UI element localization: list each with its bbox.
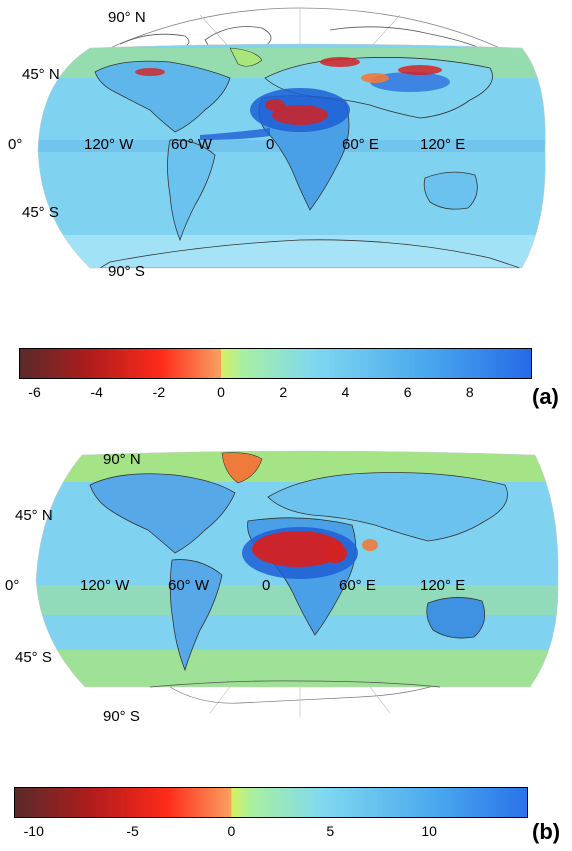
antarctica — [98, 239, 521, 268]
colorbar-tick-label: 4 — [341, 384, 350, 400]
lon-label-120e: 120° E — [420, 577, 466, 594]
panel-a: 90° N 45° N 0° 45° S 90° S 120° W 60° W … — [0, 0, 572, 420]
lat-label-equator: 0° — [5, 577, 20, 594]
colorbar-tick-label: 5 — [326, 823, 335, 839]
lon-label-120e: 120° E — [420, 136, 466, 153]
colorbar-tick-label: 2 — [279, 384, 288, 400]
antarctica-outline — [149, 680, 441, 688]
lon-label-120w: 120° W — [80, 577, 130, 594]
eurasia — [267, 472, 508, 542]
lat-label-equator: 0° — [8, 136, 23, 153]
colorbar-tick-label: -4 — [90, 384, 103, 400]
lon-label-60w: 60° W — [168, 577, 210, 594]
colorbar-b — [14, 787, 528, 818]
colorbar-tick-label: -2 — [152, 384, 166, 400]
lon-label-60w: 60° W — [171, 136, 213, 153]
lat-label-45s: 45° S — [22, 204, 59, 221]
lat-label-90n: 90° N — [108, 9, 146, 26]
north-america — [89, 473, 236, 554]
panel-tag-a: (a) — [532, 384, 559, 409]
australia — [423, 171, 478, 210]
south-america — [169, 559, 223, 672]
lat-label-90n: 90° N — [103, 451, 141, 468]
lon-label-0: 0 — [266, 136, 275, 153]
colorbar-tick-label: -10 — [23, 823, 44, 839]
australia — [426, 597, 486, 639]
panel-tag-b: (b) — [532, 819, 561, 844]
colorbar-tick-label: -5 — [126, 823, 139, 839]
colorbar-tick-label: 10 — [421, 823, 437, 839]
map-a — [37, 7, 546, 269]
colorbar-tick-label: 6 — [403, 384, 412, 400]
lat-label-90s: 90° S — [103, 708, 140, 725]
lat-label-45s: 45° S — [15, 649, 52, 666]
greenland — [221, 452, 263, 484]
panel-b: 90° N 45° N 0° 45° S 90° S 120° W 60° W … — [0, 425, 572, 851]
lat-label-45n: 45° N — [15, 507, 53, 524]
colorbar-tick-label: -6 — [28, 384, 41, 400]
north-america — [94, 60, 231, 133]
lon-label-60e: 60° E — [342, 136, 379, 153]
south-america — [167, 139, 216, 242]
lat-label-90s: 90° S — [108, 263, 145, 280]
lon-label-120w: 120° W — [84, 136, 134, 153]
map-b — [35, 450, 559, 717]
colorbar-tick-label: 0 — [227, 823, 236, 839]
colorbar-tick-label: 8 — [465, 384, 474, 400]
lon-label-60e: 60° E — [339, 577, 376, 594]
colorbar-tick-label: 0 — [217, 384, 225, 400]
lon-label-0: 0 — [262, 577, 271, 594]
lat-label-45n: 45° N — [22, 66, 60, 83]
colorbar-a — [19, 348, 532, 379]
arctic-outline — [109, 7, 501, 49]
